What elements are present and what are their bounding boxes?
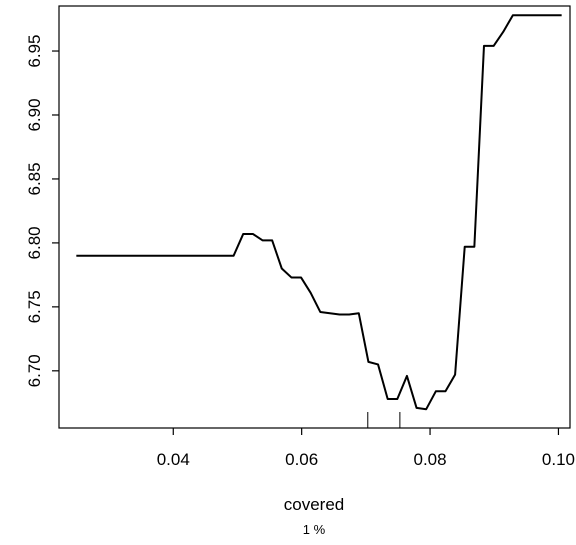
y-tick-label: 6.85 [25,162,44,195]
plot-area-border [58,5,571,429]
series-line [76,14,562,411]
x-tick-label: 0.04 [157,450,190,469]
x-tick-label: 0.08 [414,450,447,469]
y-tick-label: 6.70 [25,354,44,387]
x-tick-label: 0.10 [542,450,575,469]
y-tick-label: 6.95 [25,34,44,67]
x-tick-label: 0.06 [285,450,318,469]
series-lines [76,14,562,411]
chart-subtitle: 1 % [303,522,326,537]
x-axis-title: covered [284,495,344,514]
y-tick-label: 6.80 [25,226,44,259]
rug [367,412,401,428]
x-axis: 0.04 0.06 0.08 0.10 [157,428,575,469]
y-tick-label: 6.75 [25,290,44,323]
y-axis: 6.70 6.75 6.80 6.85 6.90 6.95 [25,34,59,387]
y-tick-label: 6.90 [25,98,44,131]
